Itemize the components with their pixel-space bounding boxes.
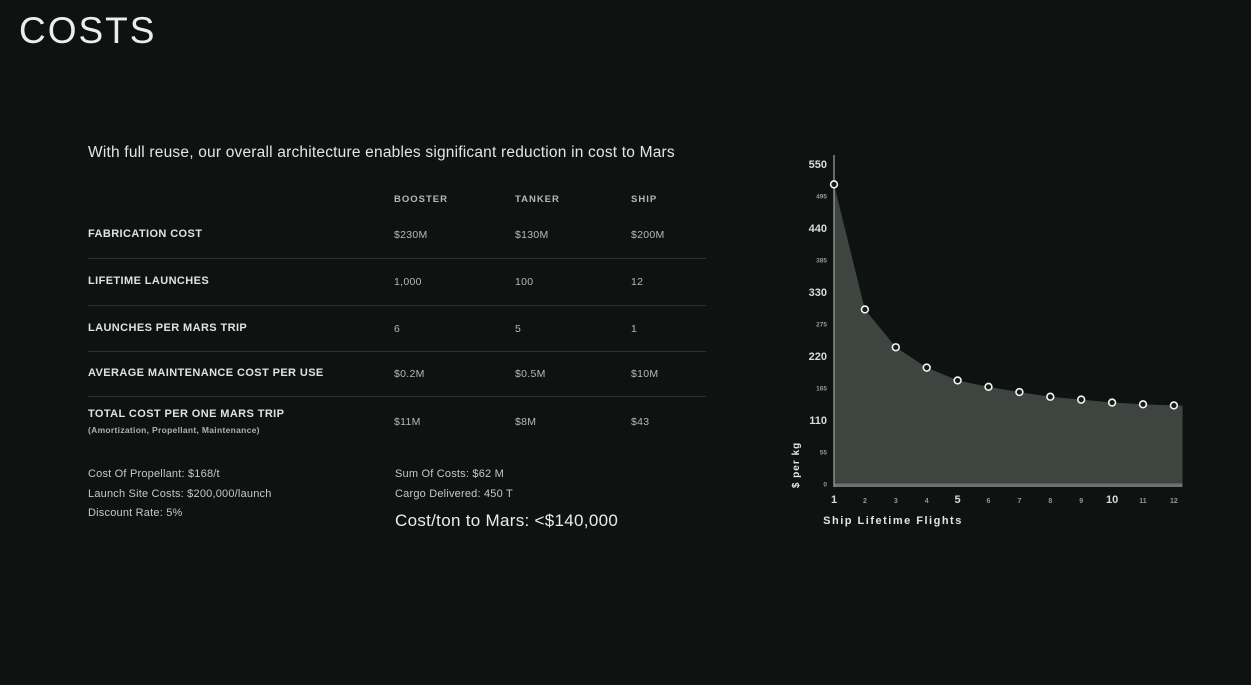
y-tick-label-minor: 0 — [823, 482, 827, 489]
area-fill — [834, 184, 1183, 484]
table-row: FABRICATION COST $230M $130M $200M — [88, 212, 706, 259]
cell-value: $8M — [515, 416, 537, 428]
x-tick-label: 11 — [1139, 498, 1147, 505]
row-label: AVERAGE MAINTENANCE COST PER USE — [88, 367, 324, 380]
column-header-tanker: TANKER — [515, 193, 560, 205]
cargo-delivered: Cargo Delivered: 450 T — [395, 487, 513, 500]
cost-table: BOOSTER TANKER SHIP FABRICATION COST $230… — [88, 186, 706, 447]
data-point-marker — [1107, 398, 1117, 407]
y-tick-label-major: 550 — [809, 159, 827, 171]
data-point-marker — [891, 343, 901, 352]
row-sublabel: (Amortization, Propellant, Maintenance) — [88, 425, 260, 436]
subtitle: With full reuse, our overall architectur… — [88, 144, 675, 161]
y-tick-label-minor: 165 — [816, 386, 827, 393]
assumptions-list: Cost Of Propellant: $168/t Launch Site Co… — [88, 465, 272, 524]
x-tick-label: 3 — [894, 498, 898, 505]
row-label: FABRICATION COST — [88, 228, 203, 241]
row-label: LAUNCHES PER MARS TRIP — [88, 321, 248, 334]
cell-value: $10M — [631, 368, 659, 380]
row-label: LIFETIME LAUNCHES — [88, 275, 210, 288]
assumption-item: Discount Rate: 5% — [88, 507, 183, 519]
cell-value: 1,000 — [394, 276, 422, 288]
x-tick-label: 10 — [1106, 494, 1118, 506]
y-tick-label-minor: 495 — [816, 194, 827, 201]
data-point-marker — [1015, 387, 1024, 397]
column-header-booster: BOOSTER — [394, 193, 448, 205]
x-tick-label: 1 — [831, 494, 837, 506]
sum-of-costs: Sum Of Costs: $62 M — [395, 468, 504, 480]
cell-value: $0.2M — [394, 368, 425, 380]
data-point-marker — [1046, 392, 1055, 401]
data-point-marker — [984, 382, 993, 392]
x-tick-label: 12 — [1170, 498, 1178, 505]
assumption-item: Cost Of Propellant: $168/t — [88, 468, 220, 480]
table-row: AVERAGE MAINTENANCE COST PER USE $0.2M $0.… — [88, 352, 706, 397]
page-title: COSTS — [19, 10, 157, 51]
y-tick-label-major: 440 — [809, 223, 827, 235]
y-tick-label-minor: 385 — [816, 258, 827, 265]
x-tick-label: 8 — [1048, 498, 1052, 505]
y-tick-label-major: 330 — [809, 287, 827, 299]
cell-value: $200M — [631, 229, 665, 241]
y-axis-title: $ per kg — [791, 442, 802, 488]
cell-value: 12 — [631, 276, 644, 288]
cell-value: $230M — [394, 229, 428, 241]
table-row: TOTAL COST PER ONE MARS TRIP (Amortizatio… — [88, 397, 706, 447]
x-tick-label: 4 — [925, 498, 929, 505]
column-header-ship: SHIP — [631, 193, 658, 205]
cost-per-ton-headline: Cost/ton to Mars: <$140,000 — [395, 511, 619, 530]
data-point-marker — [953, 376, 962, 385]
cell-value: 6 — [394, 322, 401, 335]
x-tick-label: 9 — [1079, 498, 1083, 505]
x-tick-label: 6 — [987, 498, 991, 505]
y-tick-label-major: 220 — [809, 351, 827, 363]
table-row: LIFETIME LAUNCHES 1,000 100 12 — [88, 259, 706, 306]
x-tick-label: 7 — [1017, 498, 1021, 505]
table-header-row: BOOSTER TANKER SHIP — [88, 186, 706, 212]
cell-value: $43 — [631, 416, 650, 428]
data-point-marker — [922, 363, 931, 372]
summary-block: Sum Of Costs: $62 M Cargo Delivered: 450… — [395, 465, 618, 531]
cell-value: $130M — [515, 229, 549, 241]
cell-value: 5 — [515, 322, 522, 335]
x-tick-label: 2 — [863, 498, 867, 505]
cell-value: $0.5M — [515, 368, 546, 380]
x-axis-title: Ship Lifetime Flights — [823, 515, 963, 527]
data-point-marker — [860, 305, 870, 314]
data-point-marker — [829, 180, 839, 189]
table-row: LAUNCHES PER MARS TRIP 6 5 1 — [88, 306, 706, 352]
x-tick-label: 5 — [955, 494, 961, 506]
data-point-marker — [1138, 400, 1148, 409]
cell-value: 1 — [631, 322, 638, 335]
cell-value: $11M — [394, 416, 421, 428]
data-point-marker — [1077, 395, 1086, 404]
row-label: TOTAL COST PER ONE MARS TRIP (Amortizatio… — [88, 408, 394, 435]
table-body: FABRICATION COST $230M $130M $200M LIFETIME … — [88, 212, 706, 447]
data-point-marker — [1169, 401, 1179, 410]
cell-value: 100 — [515, 276, 534, 288]
assumption-item: Launch Site Costs: $200,000/launch — [88, 487, 272, 500]
y-tick-label-minor: 275 — [816, 322, 827, 329]
y-tick-label-major: 110 — [809, 415, 827, 427]
y-tick-label-minor: 55 — [820, 450, 828, 457]
x-axis-line — [834, 483, 1183, 487]
